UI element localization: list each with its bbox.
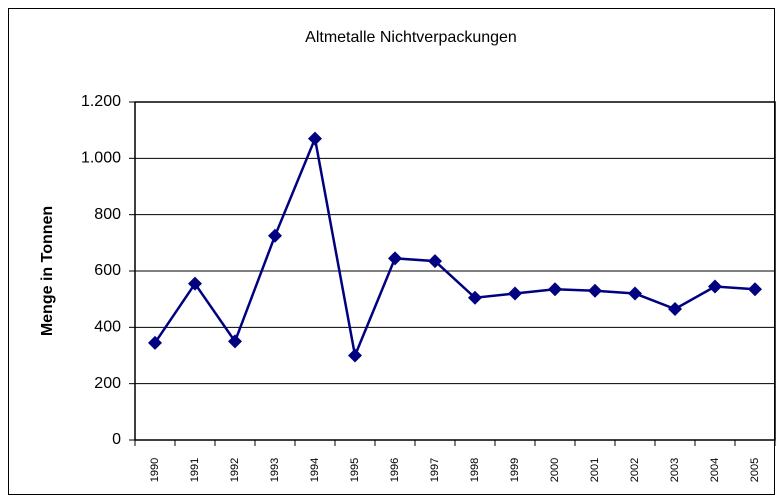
data-point	[628, 286, 642, 301]
data-point	[668, 302, 682, 317]
y-tick-label: 200	[94, 375, 121, 392]
series-line	[153, 134, 756, 360]
x-tick-label: 2003	[669, 458, 681, 482]
x-tick-label: 1991	[189, 458, 201, 482]
data-point	[188, 276, 202, 291]
data-point	[708, 279, 722, 294]
x-tick-label: 2000	[549, 458, 561, 482]
x-tick-label: 1996	[389, 458, 401, 482]
y-tick-label: 0	[112, 431, 121, 448]
data-point	[748, 282, 762, 297]
x-tick-label: 1995	[349, 458, 361, 482]
data-point	[388, 251, 402, 266]
y-tick-label: 1.000	[81, 150, 121, 167]
data-point	[228, 334, 242, 349]
x-tick-label: 2001	[589, 458, 601, 482]
data-point	[348, 348, 362, 363]
data-point	[548, 282, 562, 297]
x-tick-label: 1990	[149, 458, 161, 482]
data-point	[268, 228, 282, 243]
y-axis-label: Menge in Tonnen	[39, 206, 56, 336]
x-tick-label: 1992	[229, 458, 241, 482]
y-tick-label: 800	[94, 206, 121, 223]
data-point	[508, 286, 522, 301]
x-tick-label: 1993	[269, 458, 281, 482]
x-tick-label: 1994	[309, 458, 321, 482]
data-point	[588, 283, 602, 298]
chart-border	[8, 8, 775, 495]
data-point	[468, 290, 482, 305]
x-tick-label: 1999	[509, 458, 521, 482]
data-point	[308, 131, 322, 146]
x-tick-label: 2002	[629, 458, 641, 482]
y-tick-label: 1.200	[81, 93, 121, 110]
y-tick-label: 400	[94, 319, 121, 336]
chart-title: Altmetalle Nichtverpackungen	[305, 29, 517, 46]
data-point	[428, 254, 442, 269]
x-tick-label: 1998	[469, 458, 481, 482]
y-tick-label: 600	[94, 262, 121, 279]
x-tick-label: 1997	[429, 458, 441, 482]
x-tick-label: 2005	[749, 458, 761, 482]
x-tick-label: 2004	[709, 458, 721, 482]
data-point	[148, 335, 162, 350]
